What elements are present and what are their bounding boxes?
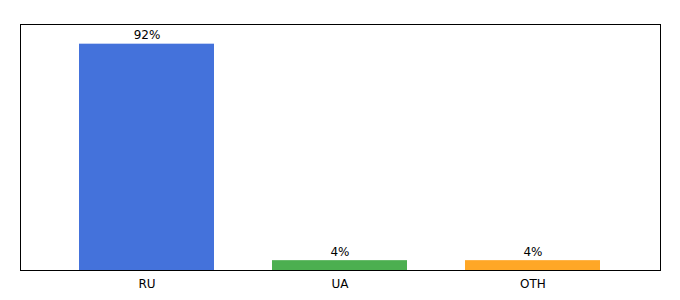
svg-text:UA: UA [332,277,350,291]
svg-text:RU: RU [138,277,155,291]
svg-text:4%: 4% [330,245,349,259]
svg-text:92%: 92% [134,28,161,42]
svg-text:OTH: OTH [520,277,546,291]
svg-text:4%: 4% [523,245,542,259]
